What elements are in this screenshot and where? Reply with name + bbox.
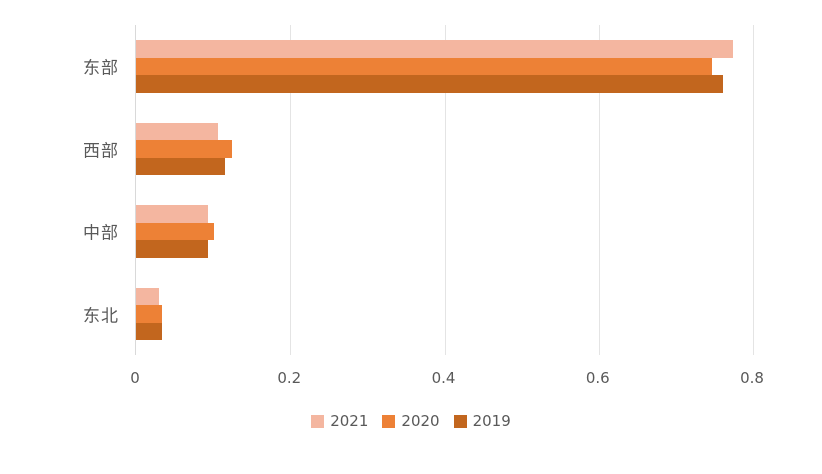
bar-group-1 xyxy=(136,25,753,108)
legend-label-2019: 2019 xyxy=(472,412,511,430)
gridline-x-0.6 xyxy=(598,25,600,355)
legend: 2021 2020 2019 xyxy=(0,412,822,430)
bar-group-4 xyxy=(136,273,753,356)
bar-西部-2021 xyxy=(136,122,218,140)
gridline-x-0.2 xyxy=(290,25,292,355)
category-label-1: 东部 xyxy=(83,58,119,79)
legend-item-2021: 2021 xyxy=(311,412,368,430)
bar-group-2 xyxy=(136,108,753,191)
legend-swatch-2020 xyxy=(382,414,396,428)
bar-东部-2020 xyxy=(136,57,713,75)
x-tick-label-0.8: 0.8 xyxy=(740,369,764,387)
bar-中部-2019 xyxy=(136,240,208,258)
gridline-x-0.4 xyxy=(444,25,446,355)
bar-group-3 xyxy=(136,190,753,273)
category-label-3: 中部 xyxy=(83,223,119,244)
plot-area xyxy=(135,25,754,356)
category-label-2: 西部 xyxy=(83,141,119,162)
bar-西部-2019 xyxy=(136,157,225,175)
gridline-x-0.8 xyxy=(753,25,754,355)
x-tick-label-0: 0 xyxy=(130,369,140,387)
x-tick-label-0.2: 0.2 xyxy=(277,369,302,387)
x-tick-label-0.6: 0.6 xyxy=(585,369,610,387)
bar-西部-2020 xyxy=(136,140,233,158)
legend-label-2021: 2021 xyxy=(330,412,369,430)
category-label-4: 东北 xyxy=(83,306,119,327)
bar-东北-2019 xyxy=(136,322,163,340)
legend-swatch-2019 xyxy=(453,414,467,428)
legend-swatch-2021 xyxy=(311,414,325,428)
legend-item-2020: 2020 xyxy=(382,412,440,430)
bar-中部-2020 xyxy=(136,222,214,240)
bar-东北-2021 xyxy=(136,287,160,305)
bar-东北-2020 xyxy=(136,305,163,323)
legend-item-2019: 2019 xyxy=(453,412,511,430)
x-tick-label-0.4: 0.4 xyxy=(431,369,456,387)
bar-东部-2021 xyxy=(136,40,733,58)
legend-label-2020: 2020 xyxy=(401,412,440,430)
bar-中部-2021 xyxy=(136,205,208,223)
bar-东部-2019 xyxy=(136,75,723,93)
